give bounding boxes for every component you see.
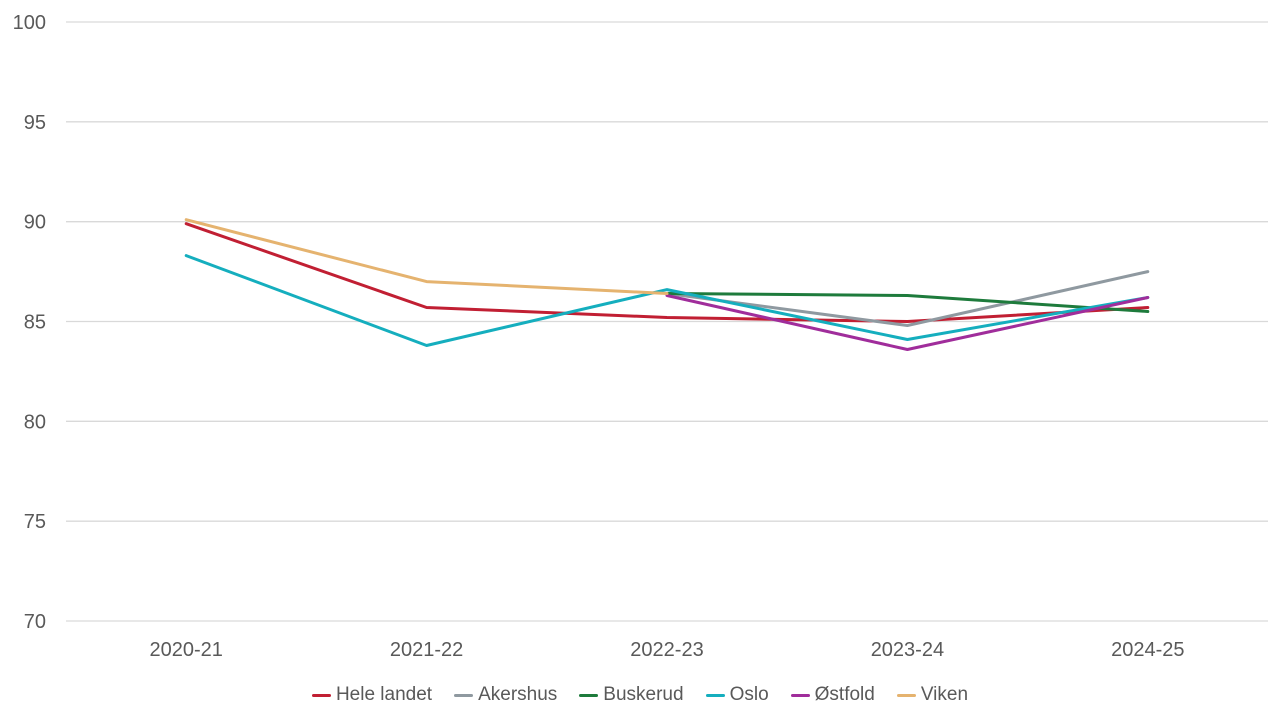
legend-swatch-oslo (705, 693, 725, 697)
y-axis-tick-label: 75 (24, 511, 46, 533)
legend-swatch-hele-landet (311, 693, 331, 697)
y-axis-tick-label: 85 (24, 312, 46, 334)
y-axis-tick-label: 70 (24, 611, 46, 633)
legend-label: Oslo (729, 684, 769, 705)
series-line-hele-landet[interactable] (184, 222, 1150, 323)
legend-swatch-buskerud (579, 693, 599, 697)
line-chart: 70 75 80 85 90 95 100 2020-21 2021-22 2022-23 2023… (13, 12, 1268, 661)
series-line-viken[interactable] (184, 218, 669, 295)
legend-label: Buskerud (603, 684, 684, 705)
legend-label: Østfold (814, 684, 875, 705)
legend-item-buskerud[interactable]: Buskerud (579, 684, 684, 706)
chart-legend: Hele landet Akershus Buskerud Oslo Østfold Vi… (0, 670, 1280, 720)
y-axis-tick-label: 90 (24, 212, 46, 234)
series-line-oslo[interactable] (184, 254, 1150, 347)
x-axis-tick-label: 2021-22 (390, 639, 463, 661)
x-axis-tick-label: 2020-21 (149, 639, 222, 661)
legend-label: Viken (920, 684, 969, 705)
series-line-buskerud[interactable] (665, 292, 1150, 313)
x-axis-tick-label: 2023-24 (871, 639, 944, 661)
legend-item-ostfold[interactable]: Østfold (790, 684, 875, 706)
legend-item-oslo[interactable]: Oslo (705, 684, 769, 706)
x-axis-tick-label: 2022-23 (630, 639, 703, 661)
legend-label: Akershus (478, 684, 558, 705)
legend-swatch-viken (896, 693, 916, 697)
y-axis-tick-label: 95 (24, 112, 46, 134)
y-axis-tick-label: 80 (24, 411, 46, 433)
series-line-ostfold[interactable] (665, 294, 1150, 351)
legend-item-viken[interactable]: Viken (896, 684, 969, 706)
x-axis-tick-label: 2024-25 (1111, 639, 1184, 661)
legend-item-hele-landet[interactable]: Hele landet (311, 684, 433, 706)
y-axis-tick-label: 100 (13, 12, 46, 34)
series-line-akershus[interactable] (665, 270, 1150, 327)
legend-label: Hele landet (335, 684, 433, 705)
legend-swatch-akershus (454, 693, 474, 697)
legend-item-akershus[interactable]: Akershus (454, 684, 557, 706)
legend-swatch-ostfold (790, 693, 810, 697)
